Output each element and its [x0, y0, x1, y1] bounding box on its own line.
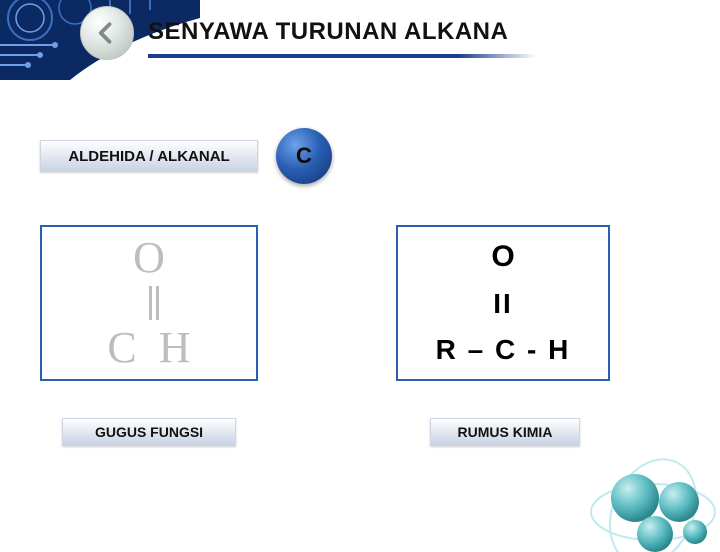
back-arrow-icon — [92, 18, 122, 48]
page-title: SENYAWA TURUNAN ALKANA — [148, 18, 508, 46]
rumus-kimia-box: O II R – C - H — [396, 225, 610, 381]
formula-bond: II — [493, 288, 513, 320]
back-button[interactable] — [80, 6, 134, 60]
gugus-fungsi-structure: O C H — [107, 236, 190, 370]
struct-o: O — [107, 236, 190, 280]
title-underline — [148, 54, 536, 58]
gugus-fungsi-label: GUGUS FUNGSI — [62, 418, 236, 446]
rumus-kimia-label: RUMUS KIMIA — [430, 418, 580, 446]
subtype-label: ALDEHIDA / ALKANAL — [40, 140, 258, 172]
struct-c: C — [107, 326, 136, 370]
badge-letter: C — [276, 128, 332, 184]
formula-o: O — [491, 240, 514, 274]
struct-h: H — [159, 326, 191, 370]
double-bond-icon — [149, 286, 159, 320]
formula-rch: R – C - H — [436, 334, 571, 366]
globe-decoration — [583, 442, 718, 552]
gugus-fungsi-box: O C H — [40, 225, 258, 381]
